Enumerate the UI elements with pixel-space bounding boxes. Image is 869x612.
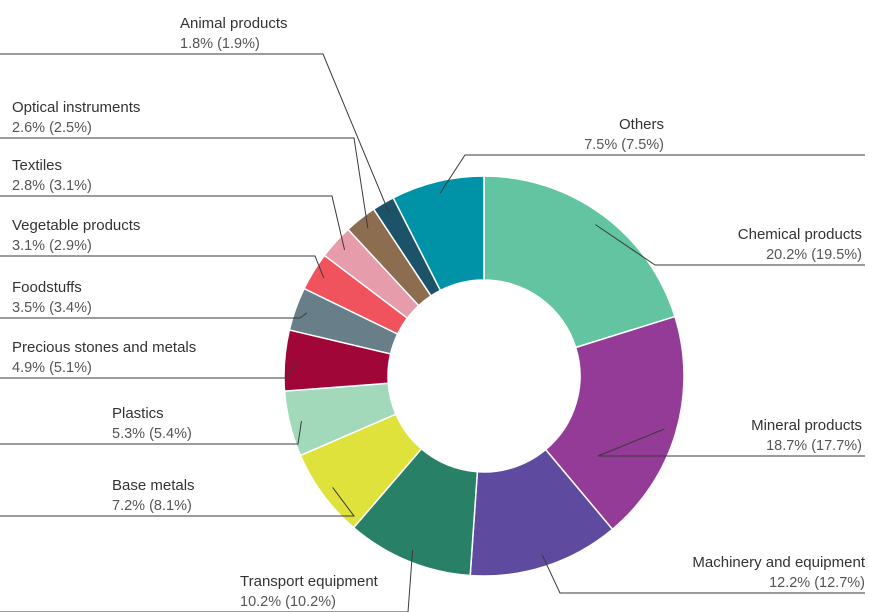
label-value-foodstuffs: 3.5% (3.4%) [12,300,92,316]
labels-group: Chemical products 20.2% (19.5%) Mineral pr… [12,15,866,610]
leader-line-transport-equipment [0,549,414,612]
leader-line-plastics [0,420,302,445]
label-value-transport-equipment: 10.2% (10.2%) [240,594,336,610]
label-value-base-metals: 7.2% (8.1%) [112,498,192,514]
label-name-mineral-products: Mineral products [751,417,862,434]
leader-line-textiles [0,195,346,251]
slice-others[interactable] [392,175,485,292]
label-name-others: Others [619,116,664,133]
leader-line-machinery-and-equipment [541,554,865,594]
slice-mineral-products[interactable] [544,315,685,531]
label-name-transport-equipment: Transport equipment [240,573,379,590]
slices-group [283,175,685,577]
label-value-chemical-products: 20.2% (19.5%) [766,247,862,263]
leader-line-chemical-products [595,224,865,266]
label-name-optical-instruments: Optical instruments [12,99,140,116]
slice-chemical-products[interactable] [483,175,676,349]
leader-line-vegetable-products [0,255,325,278]
leader-line-mineral-products [597,428,865,457]
label-name-machinery-and-equipment: Machinery and equipment [692,554,865,571]
label-value-others: 7.5% (7.5%) [584,137,664,153]
label-name-plastics: Plastics [112,405,164,422]
label-name-foodstuffs: Foodstuffs [12,279,82,296]
label-name-precious-stones-and-metals: Precious stones and metals [12,339,196,356]
label-name-textiles: Textiles [12,157,62,174]
leader-line-optical-instruments [0,137,369,229]
label-value-optical-instruments: 2.6% (2.5%) [12,120,92,136]
label-value-precious-stones-and-metals: 4.9% (5.1%) [12,360,92,376]
label-name-animal-products: Animal products [180,15,288,32]
label-name-chemical-products: Chemical products [738,226,862,243]
label-name-vegetable-products: Vegetable products [12,217,140,234]
leader-line-animal-products [0,53,390,214]
leader-line-base-metals [0,487,355,517]
leader-line-others [439,154,865,194]
leader-line-foodstuffs [0,312,308,319]
label-value-mineral-products: 18.7% (17.7%) [766,438,862,454]
label-name-base-metals: Base metals [112,477,195,494]
label-value-plastics: 5.3% (5.4%) [112,426,192,442]
leader-lines-group [0,53,865,612]
leader-line-precious-stones-and-metals [0,361,298,379]
label-value-machinery-and-equipment: 12.2% (12.7%) [769,575,865,591]
label-value-textiles: 2.8% (3.1%) [12,178,92,194]
label-value-animal-products: 1.8% (1.9%) [180,36,260,52]
label-value-vegetable-products: 3.1% (2.9%) [12,238,92,254]
